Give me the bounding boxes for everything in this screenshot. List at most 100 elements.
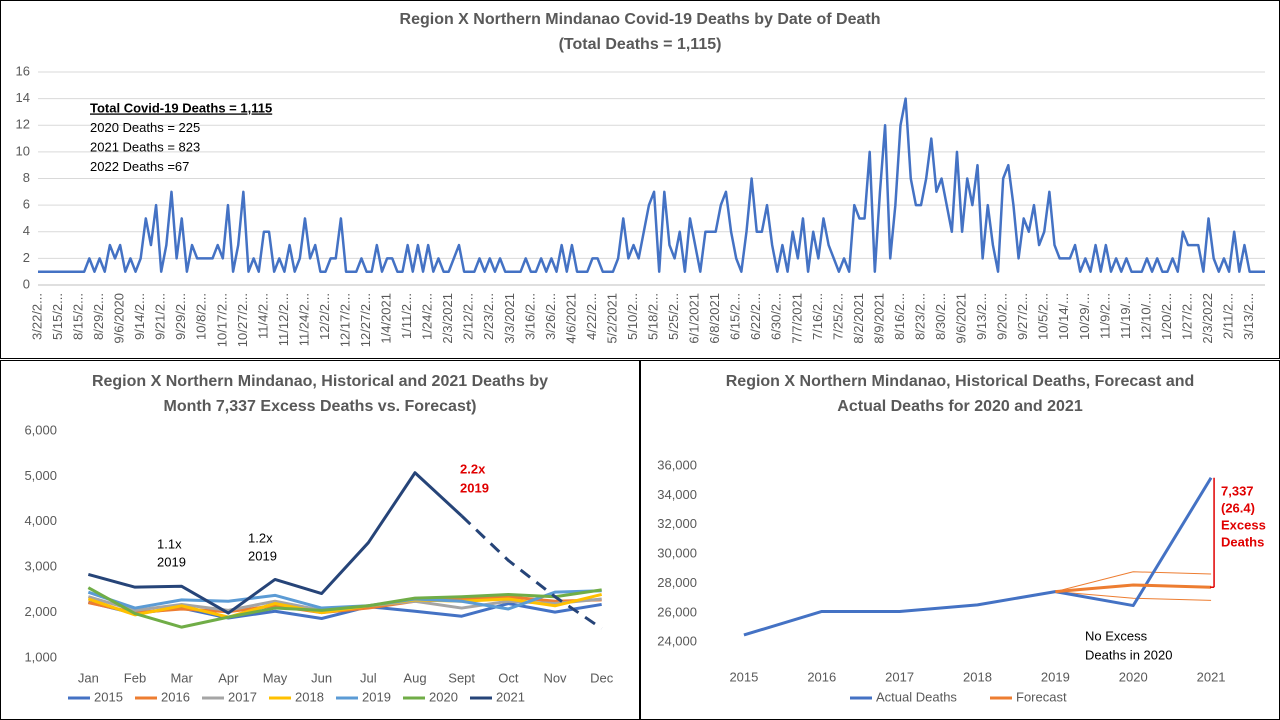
x-tick-label: 8/23/2...	[912, 293, 927, 340]
x-tick-label: 7/16/2...	[810, 293, 825, 340]
chart-title: Region X Northern Mindanao, Historical a…	[92, 373, 548, 390]
forecast-bound	[1055, 571, 1212, 593]
legend-label: Actual Deaths	[876, 689, 957, 704]
y-tick-label: 2,000	[24, 604, 57, 619]
x-tick-label: 9/6/2020	[112, 293, 127, 344]
x-tick-label: 9/13/2...	[974, 293, 989, 340]
series-line-projected	[460, 514, 603, 630]
x-tick-label: 4/6/2021	[563, 293, 578, 344]
annotation: 1.2x	[248, 530, 273, 545]
x-tick-label: 8/29/2...	[91, 293, 106, 340]
x-tick-label: Jul	[360, 670, 377, 685]
x-tick-label: 10/14/...	[1056, 293, 1071, 340]
x-tick-label: Feb	[124, 670, 146, 685]
x-tick-label: 6/15/2...	[728, 293, 743, 340]
x-tick-label: 7/25/2...	[830, 293, 845, 340]
x-tick-label: 3/3/2021	[502, 293, 517, 344]
series-line	[87, 471, 463, 615]
x-tick-label: 10/8/2...	[194, 293, 209, 340]
x-tick-label: Dec	[590, 670, 614, 685]
annotation: 2019	[157, 554, 186, 569]
x-tick-label: 3/26/2...	[543, 293, 558, 340]
annotation: 1.1x	[157, 536, 182, 551]
x-tick-label: 10/29/...	[1077, 293, 1092, 340]
series-line	[1055, 583, 1212, 594]
x-tick-label: 11/24/2...	[296, 293, 311, 346]
x-tick-label: 11/9/2...	[1097, 293, 1112, 339]
annotation: 2022 Deaths =67	[90, 159, 189, 174]
y-tick-label: 14	[16, 90, 30, 105]
x-tick-label: Mar	[170, 670, 193, 685]
legend-label: 2020	[429, 689, 458, 704]
y-tick-label: 26,000	[657, 604, 697, 619]
x-tick-label: 5/25/2...	[666, 293, 681, 340]
x-tick-label: 2/12/2...	[461, 293, 476, 340]
x-tick-label: 6/1/2021	[687, 293, 702, 344]
annotation: 2.2x	[460, 461, 486, 476]
x-tick-label: 7/7/2021	[789, 293, 804, 344]
annotation: Excess	[1221, 517, 1266, 532]
x-tick-label: 1/24/2...	[420, 293, 435, 340]
x-tick-label: 3/22/2...	[29, 293, 44, 340]
x-tick-label: 2019	[1041, 669, 1070, 684]
x-tick-label: 2020	[1119, 669, 1148, 684]
x-tick-label: 5/10/2...	[625, 293, 640, 340]
x-tick-label: 12/10/...	[1138, 293, 1153, 340]
x-tick-label: 2/23/2...	[481, 293, 496, 340]
y-tick-label: 28,000	[657, 575, 697, 590]
x-tick-label: 3/13/2...	[1241, 293, 1256, 340]
annotation: 2021 Deaths = 823	[90, 139, 200, 154]
x-tick-label: May	[263, 670, 288, 685]
x-tick-label: 5/2/2021	[604, 293, 619, 344]
y-tick-label: 4	[23, 223, 30, 238]
y-tick-label: 2	[23, 250, 30, 265]
y-tick-label: 0	[23, 276, 30, 291]
y-tick-label: 32,000	[657, 516, 697, 531]
chart-title: Region X Northern Mindanao Covid-19 Deat…	[400, 11, 881, 28]
x-tick-label: 10/5/2...	[1036, 293, 1051, 340]
annotation: Total Covid-19 Deaths = 1,115	[90, 100, 272, 115]
x-tick-label: Aug	[403, 670, 426, 685]
x-tick-label: 2015	[729, 669, 758, 684]
x-tick-label: Nov	[543, 670, 567, 685]
series-line	[87, 586, 602, 629]
y-tick-label: 12	[16, 117, 30, 132]
x-tick-label: 9/20/2...	[995, 293, 1010, 340]
legend-label: 2021	[496, 689, 525, 704]
x-tick-label: 8/9/2021	[871, 293, 886, 344]
y-tick-label: 24,000	[657, 634, 697, 649]
y-tick-label: 36,000	[657, 457, 697, 472]
x-tick-label: Jan	[78, 670, 99, 685]
x-tick-label: 4/22/2...	[584, 293, 599, 340]
x-tick-label: 3/16/2...	[522, 293, 537, 340]
y-tick-label: 34,000	[657, 487, 697, 502]
x-tick-label: 8/15/2...	[71, 293, 86, 340]
y-tick-label: 4,000	[24, 513, 57, 528]
x-tick-label: 6/8/2021	[707, 293, 722, 344]
annotation: 2020 Deaths = 225	[90, 120, 200, 135]
x-tick-label: 1/27/2...	[1179, 293, 1194, 340]
forecast-bound	[1055, 591, 1212, 601]
x-tick-label: 11/19/...	[1118, 293, 1133, 339]
chart-title: Month 7,337 Excess Deaths vs. Forecast)	[163, 398, 476, 415]
chart-title: Region X Northern Mindanao, Historical D…	[726, 373, 1195, 390]
x-tick-label: 8/2/2021	[851, 293, 866, 344]
x-tick-label: 6/30/2...	[769, 293, 784, 340]
legend-label: 2016	[161, 689, 190, 704]
x-tick-label: 12/27/2...	[358, 293, 373, 347]
x-tick-label: 11/4/2...	[255, 293, 270, 339]
annotation: 7,337	[1221, 483, 1254, 498]
y-tick-label: 5,000	[24, 468, 57, 483]
x-tick-label: 9/27/2...	[1015, 293, 1030, 340]
x-tick-label: 2018	[963, 669, 992, 684]
chart-title: (Total Deaths = 1,115)	[559, 36, 722, 53]
x-tick-label: Apr	[218, 670, 239, 685]
annotation: (26.4)	[1221, 500, 1255, 515]
legend-label: 2017	[228, 689, 257, 704]
y-tick-label: 1,000	[24, 649, 57, 664]
x-tick-label: 2021	[1197, 669, 1226, 684]
y-tick-label: 10	[16, 143, 30, 158]
legend-label: 2018	[295, 689, 324, 704]
